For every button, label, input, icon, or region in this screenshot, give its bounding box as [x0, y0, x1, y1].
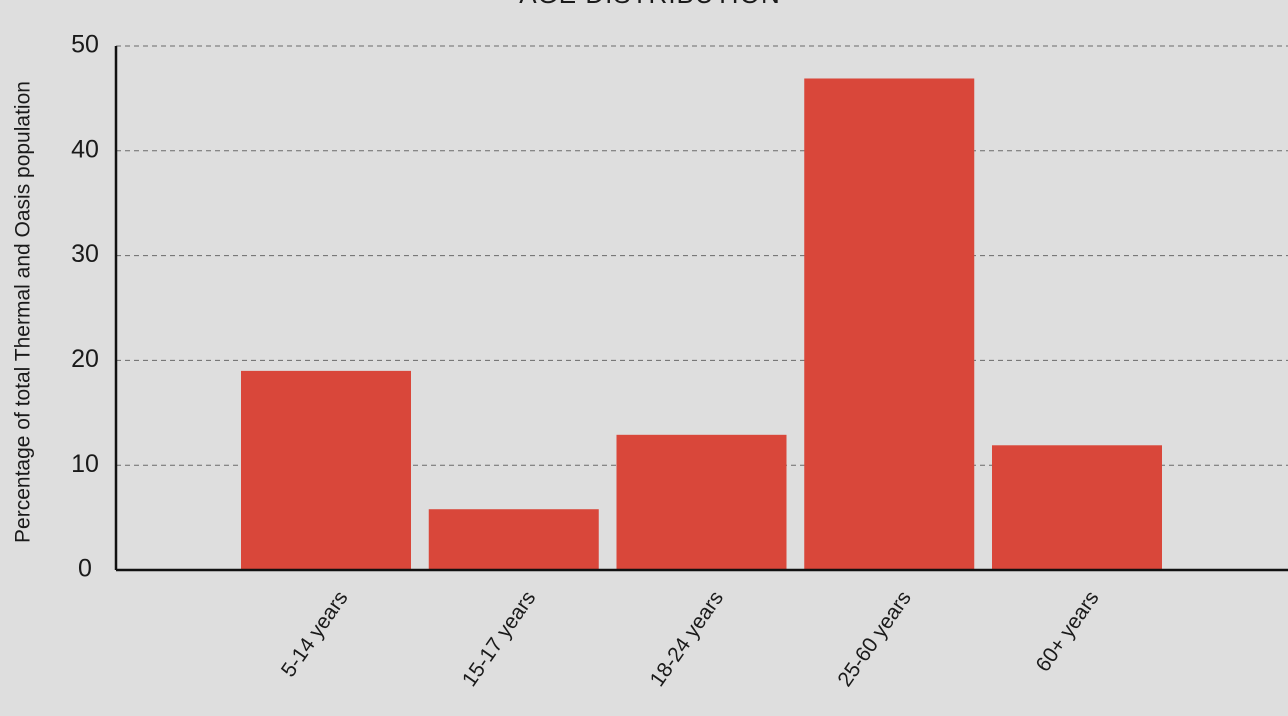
bar	[992, 445, 1162, 570]
bar	[428, 509, 599, 570]
y-tick-label: 20	[71, 345, 99, 373]
x-tick-label: 5-14 years	[277, 587, 353, 681]
x-tick-label: 18-24 years	[646, 587, 728, 691]
bar	[241, 370, 411, 570]
x-tick-label: 15-17 years	[458, 587, 540, 691]
y-tick-label: 0	[78, 555, 92, 583]
x-tick-label: 60+ years	[1032, 587, 1104, 676]
y-tick-label: 40	[71, 135, 99, 163]
x-tick-label: 25-60 years	[833, 587, 915, 691]
y-axis-label: Percentage of total Thermal and Oasis po…	[12, 81, 35, 543]
y-tick-label: 50	[71, 31, 99, 59]
bar	[804, 78, 975, 570]
bar	[616, 434, 787, 570]
y-tick-label: 30	[71, 240, 99, 268]
y-tick-label: 10	[71, 450, 99, 478]
chart-title: AGE DISTRIBUTION	[519, 0, 781, 9]
